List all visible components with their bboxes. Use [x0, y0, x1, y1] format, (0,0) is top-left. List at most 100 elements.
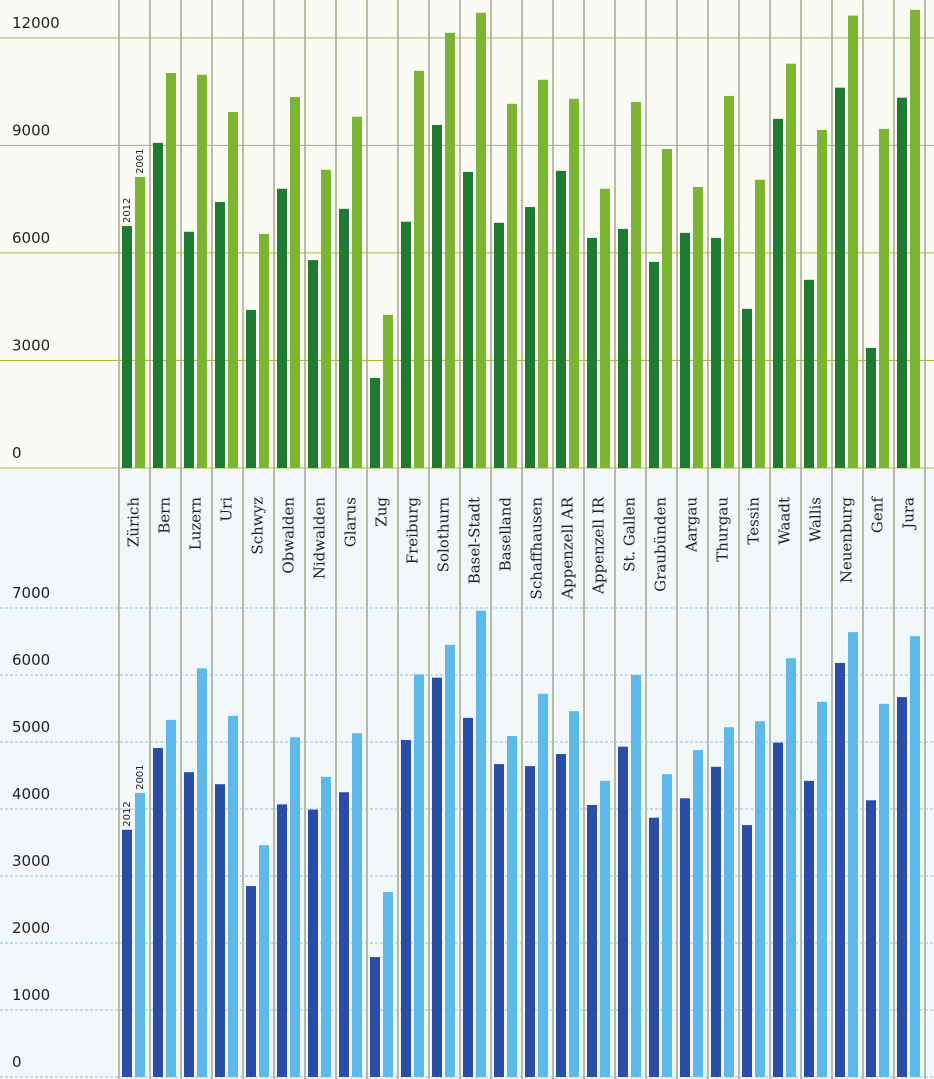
y-tick-label: 0 [12, 444, 22, 462]
bar [848, 15, 858, 468]
bar [463, 717, 473, 1077]
bar [339, 792, 349, 1077]
bar [215, 202, 225, 468]
series-label: 2001 [135, 764, 146, 789]
bar [569, 98, 579, 469]
bar [401, 221, 411, 468]
y-tick-label: 6000 [12, 229, 50, 247]
bar [724, 95, 734, 468]
bar [476, 610, 486, 1077]
bar [724, 727, 734, 1077]
bar [897, 697, 907, 1077]
bar [773, 742, 783, 1077]
bar [879, 703, 889, 1077]
bar [755, 179, 765, 468]
x-tick-label: Zug [373, 497, 391, 527]
bar [569, 711, 579, 1077]
x-tick-label: Tessin [745, 497, 763, 545]
bar [631, 102, 641, 468]
bar [246, 886, 256, 1077]
bar [339, 208, 349, 468]
y-tick-label: 2000 [12, 919, 50, 937]
bar [817, 701, 827, 1077]
bar [370, 378, 380, 468]
x-tick-label: Aargau [683, 497, 701, 553]
x-tick-label: Bern [156, 497, 174, 534]
x-tick-label: Freiburg [404, 497, 422, 565]
bar [600, 780, 610, 1077]
bar [786, 658, 796, 1077]
bar [817, 129, 827, 468]
bar [401, 739, 411, 1077]
x-tick-label: Neuenburg [838, 497, 856, 584]
x-tick-label: Wallis [807, 497, 825, 542]
x-tick-label: Appenzell IR [590, 496, 608, 595]
x-tick-label: Schwyz [249, 497, 267, 555]
x-tick-label: Glarus [342, 497, 360, 547]
bar [383, 314, 393, 468]
bar [835, 662, 845, 1077]
bar [277, 188, 287, 468]
bar [835, 87, 845, 469]
bar [910, 9, 920, 468]
bar [618, 746, 628, 1077]
bar [897, 97, 907, 468]
y-tick-label: 3000 [12, 852, 50, 870]
bar [693, 186, 703, 468]
x-tick-label: Zürich [125, 497, 143, 547]
x-tick-label: Basel-Stadt [466, 497, 484, 584]
bar [277, 804, 287, 1077]
bar [649, 261, 659, 468]
bar [259, 845, 269, 1077]
bar [184, 772, 194, 1077]
bar [308, 260, 318, 468]
bar [494, 222, 504, 468]
bar [308, 809, 318, 1077]
bar [383, 892, 393, 1077]
x-tick-label: Obwalden [280, 497, 298, 574]
bar [445, 32, 455, 468]
bar [525, 207, 535, 469]
bar [414, 674, 424, 1077]
bar [352, 733, 362, 1077]
bar [122, 226, 132, 468]
series-label: 2012 [122, 801, 133, 826]
series-label: 2001 [135, 148, 146, 173]
bar [135, 176, 145, 468]
bar [556, 754, 566, 1077]
bar [711, 766, 721, 1077]
x-tick-label: Baselland [497, 497, 515, 572]
bar [259, 233, 269, 468]
y-tick-label: 6000 [12, 651, 50, 669]
y-tick-label: 1000 [12, 986, 50, 1004]
bar [755, 721, 765, 1077]
x-tick-label: Graubünden [652, 497, 670, 592]
bar [494, 764, 504, 1077]
bar [742, 308, 752, 468]
bar [507, 103, 517, 469]
bar [445, 644, 455, 1077]
bar [166, 72, 176, 468]
bar [786, 63, 796, 468]
bar [463, 171, 473, 468]
x-tick-label: Schaffhausen [528, 497, 546, 600]
bar [290, 96, 300, 468]
bar [228, 112, 238, 468]
bar [432, 124, 442, 469]
bar [600, 188, 610, 468]
x-tick-label: Uri [218, 497, 236, 522]
bar [432, 677, 442, 1077]
bar [507, 735, 517, 1077]
bar [866, 347, 876, 468]
bar [804, 780, 814, 1077]
bar [773, 118, 783, 468]
bar [246, 309, 256, 468]
bar [166, 719, 176, 1077]
bar [197, 74, 207, 468]
x-tick-label: St. Gallen [621, 497, 639, 572]
bar [153, 748, 163, 1077]
bar [321, 776, 331, 1077]
bar [649, 817, 659, 1077]
bar [662, 148, 672, 468]
